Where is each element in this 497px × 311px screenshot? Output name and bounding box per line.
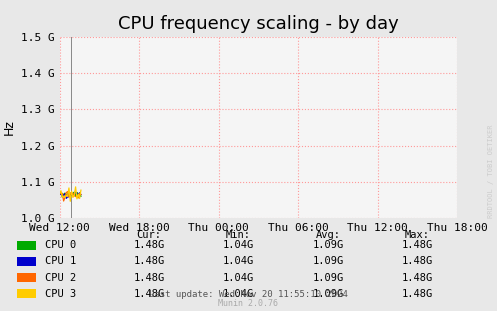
Text: 1.48G: 1.48G — [134, 273, 165, 283]
Text: Avg:: Avg: — [316, 230, 340, 240]
Text: Max:: Max: — [405, 230, 430, 240]
Text: 1.04G: 1.04G — [223, 273, 254, 283]
Text: CPU 3: CPU 3 — [45, 289, 76, 299]
Text: RRDTOOL / TOBI OETIKER: RRDTOOL / TOBI OETIKER — [488, 124, 494, 218]
Text: CPU 2: CPU 2 — [45, 273, 76, 283]
Text: 1.48G: 1.48G — [402, 256, 433, 267]
Text: 1.04G: 1.04G — [223, 240, 254, 250]
Text: 1.48G: 1.48G — [402, 240, 433, 250]
Text: 1.04G: 1.04G — [223, 256, 254, 267]
Text: 1.48G: 1.48G — [134, 256, 165, 267]
Text: 1.04G: 1.04G — [223, 289, 254, 299]
Text: 1.09G: 1.09G — [313, 273, 343, 283]
Title: CPU frequency scaling - by day: CPU frequency scaling - by day — [118, 15, 399, 33]
Text: CPU 0: CPU 0 — [45, 240, 76, 250]
Text: 1.48G: 1.48G — [402, 289, 433, 299]
Bar — [17, 241, 36, 250]
Text: 1.48G: 1.48G — [134, 240, 165, 250]
Y-axis label: Hz: Hz — [2, 119, 15, 136]
Bar — [17, 289, 36, 298]
Bar — [17, 257, 36, 266]
Text: 1.09G: 1.09G — [313, 289, 343, 299]
Text: 1.09G: 1.09G — [313, 256, 343, 267]
Bar — [17, 273, 36, 282]
Text: Munin 2.0.76: Munin 2.0.76 — [219, 299, 278, 308]
Text: 1.48G: 1.48G — [134, 289, 165, 299]
Text: CPU 1: CPU 1 — [45, 256, 76, 267]
Text: Last update: Wed Nov 20 11:55:10 2024: Last update: Wed Nov 20 11:55:10 2024 — [149, 290, 348, 299]
Text: Min:: Min: — [226, 230, 251, 240]
Text: Cur:: Cur: — [137, 230, 162, 240]
Text: 1.48G: 1.48G — [402, 273, 433, 283]
Text: 1.09G: 1.09G — [313, 240, 343, 250]
